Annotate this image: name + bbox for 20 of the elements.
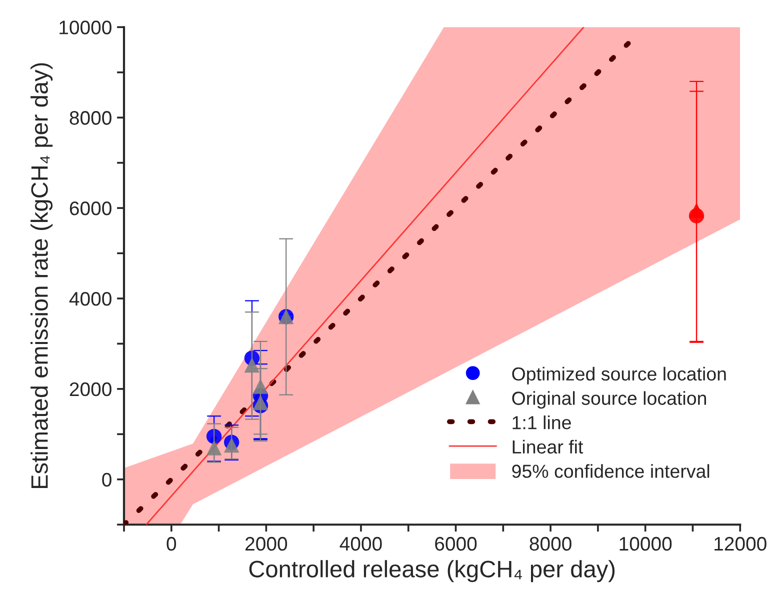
legend-label: Linear fit (512, 440, 584, 454)
y-tick-label: 4000 (69, 292, 112, 306)
x-tick-label: 0 (166, 536, 176, 551)
y-tick-label: 6000 (70, 202, 112, 216)
legend-label: Optimized source location (512, 366, 726, 384)
y-tick-label: 0 (102, 472, 112, 487)
y-axis-title: Estimated emission rate (kgCH₄ per day) (30, 63, 53, 488)
x-tick-label: 12000 (714, 536, 766, 551)
x-tick-label: 6000 (435, 536, 477, 551)
x-axis-title: Controlled release (kgCH₄ per day) (249, 560, 615, 582)
x-tick-label: 8000 (530, 536, 572, 551)
y-tick-label: 8000 (70, 111, 112, 125)
legend-label: 95% confidence interval (512, 464, 710, 478)
x-tick-label: 4000 (340, 536, 382, 551)
y-tick-label: 2000 (70, 382, 112, 396)
x-tick-label: 2000 (246, 536, 288, 551)
x-tick-label: 10000 (620, 536, 672, 551)
legend-label: 1:1 line (512, 416, 571, 430)
y-tick-label: 10000 (60, 20, 112, 34)
legend-label: Original source location (512, 391, 706, 409)
